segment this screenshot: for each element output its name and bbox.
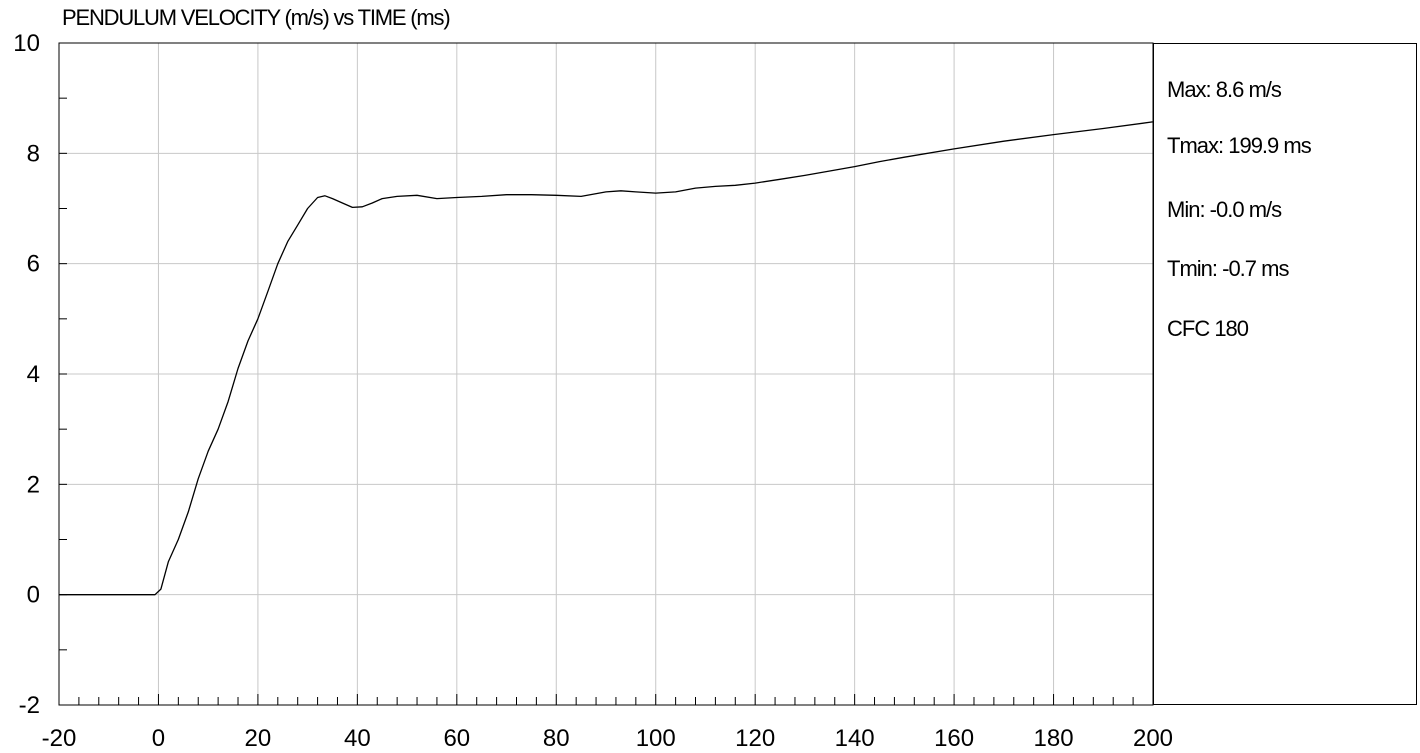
x-tick-label: 80	[543, 725, 570, 752]
y-tick-label: 6	[27, 251, 40, 278]
stat-min: Min: -0.0 m/s	[1167, 197, 1282, 222]
chart-title: PENDULUM VELOCITY (m/s) vs TIME (ms)	[62, 5, 451, 30]
velocity-series-line	[59, 121, 1153, 596]
x-tick-label: -20	[42, 725, 77, 752]
y-tick-label: -2	[19, 692, 40, 719]
y-tick-label: 10	[13, 30, 40, 57]
stat-filter: CFC 180	[1167, 316, 1249, 341]
y-tick-label: 2	[27, 471, 40, 498]
y-tick-label: 8	[27, 140, 40, 167]
stat-tmin: Tmin: -0.7 ms	[1167, 256, 1289, 281]
stats-panel: Max: 8.6 m/s Tmax: 199.9 ms Min: -0.0 m/…	[1153, 43, 1417, 705]
y-tick-label: 0	[27, 582, 40, 609]
x-tick-label: 200	[1133, 725, 1173, 752]
stat-max: Max: 8.6 m/s	[1167, 77, 1282, 102]
x-tick-label: 60	[443, 725, 470, 752]
x-tick-label: 20	[245, 725, 272, 752]
x-tick-label: 160	[934, 725, 974, 752]
x-tick-label: 180	[1034, 725, 1074, 752]
y-tick-label: 4	[27, 361, 40, 388]
x-tick-label: 40	[344, 725, 371, 752]
x-tick-label: 0	[152, 725, 165, 752]
stat-tmax: Tmax: 199.9 ms	[1167, 133, 1312, 158]
series-layer	[59, 121, 1153, 596]
x-tick-label: 100	[636, 725, 676, 752]
grid-lines	[59, 43, 1153, 705]
x-tick-label: 120	[735, 725, 775, 752]
x-tick-label: 140	[835, 725, 875, 752]
